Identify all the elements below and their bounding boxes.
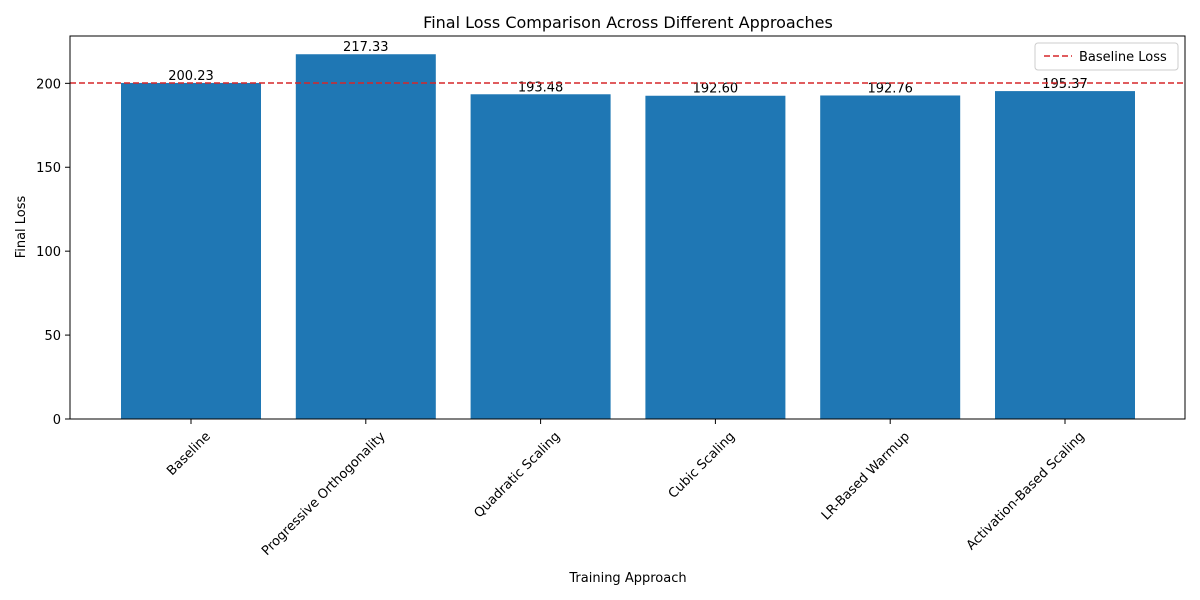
data-label-lr-based-warmup: 192.76 [867,81,913,96]
data-label-progressive-orthogonality: 217.33 [343,40,389,55]
x-tick-label-quadratic-scaling: Quadratic Scaling [471,429,563,521]
x-tick-label-lr-based-warmup: LR-Based Warmup [819,429,913,523]
y-tick-label-150: 150 [36,161,61,176]
bar-activation-based-scaling [995,91,1135,419]
y-tick-label-100: 100 [36,245,61,260]
y-tick-label-0: 0 [53,413,61,428]
data-label-activation-based-scaling: 195.37 [1042,77,1088,92]
x-tick-label-baseline: Baseline [164,429,214,479]
x-tick-label-cubic-scaling: Cubic Scaling [666,429,739,502]
data-labels-layer: 200.23 217.33 193.48 192.60 192.76 195.37 [168,40,1088,97]
x-tick-label-progressive-orthogonality: Progressive Orthogonality [259,429,389,559]
x-axis-label: Training Approach [568,571,686,586]
legend-box [1034,42,1179,71]
data-label-baseline: 200.23 [168,69,214,84]
y-axis-label: Final Loss [14,195,29,258]
legend: Baseline Loss [1034,42,1179,71]
chart-title: Final Loss Comparison Across Different A… [423,13,833,32]
bars-layer [121,54,1135,420]
y-axis: 0 50 100 150 200 [36,77,70,428]
legend-entry-baseline-loss: Baseline Loss [1079,50,1167,65]
y-tick-label-50: 50 [44,329,61,344]
bar-cubic-scaling [645,95,786,420]
bar-baseline [121,82,261,419]
x-axis: Baseline Progressive Orthogonality Quadrat… [164,419,1088,559]
bar-lr-based-warmup [820,95,961,419]
plot-frame [69,35,1186,420]
y-tick-label-200: 200 [36,77,61,92]
bar-progressive-orthogonality [295,54,436,420]
data-label-cubic-scaling: 192.60 [693,82,739,97]
bar-quadratic-scaling [470,94,611,419]
x-tick-label-activation-based-scaling: Activation-Based Scaling [964,429,1088,553]
data-label-quadratic-scaling: 193.48 [518,80,564,95]
